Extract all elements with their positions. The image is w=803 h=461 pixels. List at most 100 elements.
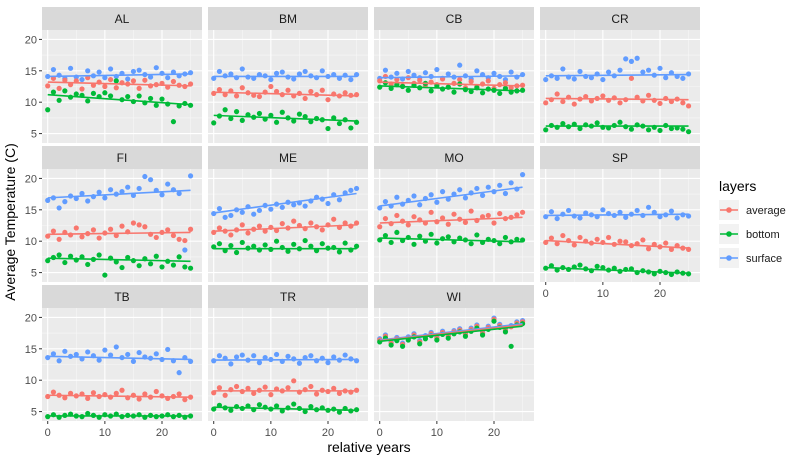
x-tick-label: 10 xyxy=(265,427,277,439)
point-average xyxy=(67,232,74,238)
point-surface xyxy=(428,192,434,198)
point-surface xyxy=(211,210,217,217)
y-tick-label: 20 xyxy=(25,173,37,185)
trend-line-surface xyxy=(545,213,689,217)
point-average xyxy=(142,224,148,230)
point-surface xyxy=(56,358,62,364)
point-surface xyxy=(262,354,268,361)
point-surface xyxy=(56,205,62,211)
y-tick-label: 5 xyxy=(31,407,37,419)
point-surface xyxy=(62,199,68,205)
point-surface xyxy=(319,68,325,74)
point-average xyxy=(685,103,692,109)
point-surface xyxy=(445,71,451,77)
facet-sp: SP 0 10 20 xyxy=(540,146,700,300)
facet-mo: MO xyxy=(374,146,534,282)
point-average xyxy=(657,100,663,107)
point-average xyxy=(182,237,188,244)
point-surface xyxy=(50,351,57,357)
facet-label: FI xyxy=(117,151,128,165)
point-average xyxy=(497,210,503,217)
y-tick-label: 5 xyxy=(31,268,37,280)
point-bottom xyxy=(268,112,274,118)
point-surface xyxy=(462,195,469,201)
point-surface xyxy=(394,194,400,200)
point-bottom xyxy=(428,88,434,94)
point-surface xyxy=(331,354,337,360)
trend-line-surface xyxy=(545,73,689,77)
point-average xyxy=(50,389,57,395)
facet-strip xyxy=(208,146,368,169)
point-average xyxy=(336,390,343,396)
point-average xyxy=(279,221,285,227)
point-surface xyxy=(600,76,606,83)
legend-title: layers xyxy=(719,178,756,194)
point-average xyxy=(468,78,474,85)
legend-label: bottom xyxy=(746,229,780,241)
point-average xyxy=(170,78,177,85)
point-surface xyxy=(96,189,102,195)
point-surface xyxy=(228,361,234,367)
facet-label: TB xyxy=(114,290,129,304)
point-bottom xyxy=(113,259,119,265)
point-bottom xyxy=(685,129,692,135)
point-bottom xyxy=(233,249,240,256)
point-bottom xyxy=(308,119,314,125)
point-average xyxy=(216,87,223,93)
point-surface xyxy=(79,190,85,197)
point-surface xyxy=(680,75,686,81)
point-bottom xyxy=(308,403,314,410)
point-bottom xyxy=(279,408,285,414)
point-average xyxy=(142,391,148,397)
point-surface xyxy=(577,68,583,75)
point-surface xyxy=(239,66,245,72)
point-surface xyxy=(285,353,291,359)
point-surface xyxy=(233,354,240,360)
trend-line-average xyxy=(47,394,191,398)
point-average xyxy=(319,227,325,233)
point-bottom xyxy=(147,261,154,267)
point-surface xyxy=(73,351,79,358)
point-average xyxy=(554,91,560,97)
point-bottom xyxy=(279,109,285,115)
point-surface xyxy=(268,76,274,83)
point-average xyxy=(73,225,79,231)
point-average xyxy=(119,387,125,393)
point-surface xyxy=(125,184,131,190)
point-surface xyxy=(251,211,257,217)
point-surface xyxy=(170,69,177,75)
point-bottom xyxy=(251,243,257,249)
trend-line-bottom xyxy=(213,406,357,412)
point-average xyxy=(645,92,652,98)
point-bottom xyxy=(125,254,131,261)
y-tick-label: 10 xyxy=(25,97,37,109)
point-bottom xyxy=(577,125,583,132)
facet-bm: BM xyxy=(208,7,368,143)
point-surface xyxy=(291,76,297,82)
point-average xyxy=(239,222,245,228)
facet-label: CR xyxy=(611,12,629,26)
point-average xyxy=(680,100,686,106)
y-tick-label: 10 xyxy=(25,375,37,387)
facet-wi: WI 0 10 20 xyxy=(374,285,534,439)
point-surface xyxy=(434,66,440,73)
point-bottom xyxy=(657,127,663,134)
point-surface xyxy=(130,68,137,75)
point-average xyxy=(56,85,62,91)
point-bottom xyxy=(256,110,263,117)
trend-line-average xyxy=(213,91,357,97)
point-surface xyxy=(634,55,640,61)
point-average xyxy=(439,215,446,221)
point-surface xyxy=(439,189,446,195)
point-surface xyxy=(325,200,331,207)
point-average xyxy=(176,391,182,397)
point-average xyxy=(142,77,148,83)
point-average xyxy=(508,85,514,91)
point-average xyxy=(268,392,274,398)
point-surface xyxy=(548,209,555,215)
point-average xyxy=(228,232,234,238)
point-surface xyxy=(45,197,51,203)
point-bottom xyxy=(445,234,451,240)
point-surface xyxy=(119,189,125,195)
point-bottom xyxy=(474,232,480,238)
